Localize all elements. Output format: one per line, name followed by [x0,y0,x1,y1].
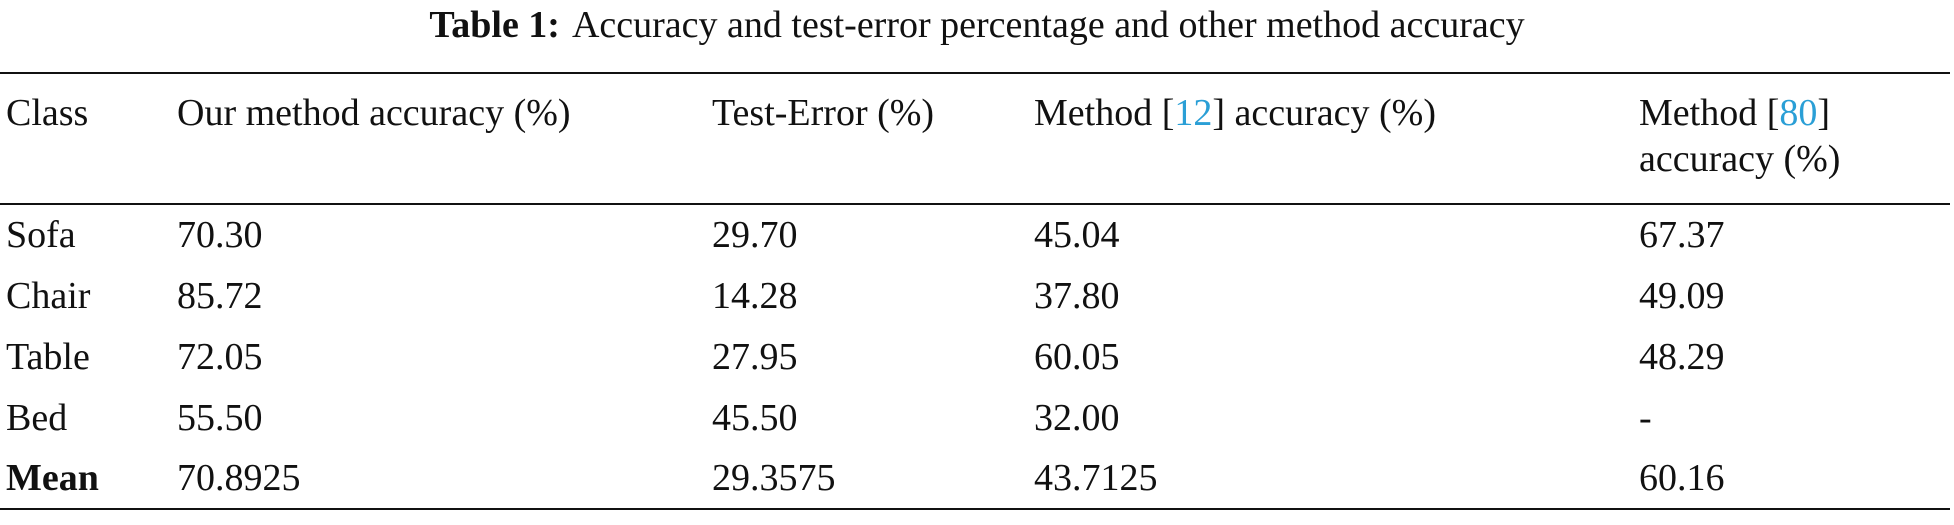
table-cell: 55.50 [177,396,263,439]
table-cell: 72.05 [177,335,263,378]
header-text: Our method accuracy (%) [177,92,571,134]
table-row: Table 72.05 27.95 60.05 48.29 [0,326,1950,387]
header-text: Test-Error (%) [712,92,935,134]
caption-label: Table 1: [429,4,560,46]
table-cell: 27.95 [712,335,798,378]
table-cell: 29.70 [712,214,798,256]
table-cell: 70.8925 [177,457,301,499]
row-label: Table [6,335,90,378]
table-cell: 85.72 [177,274,263,317]
results-table: Class Our method accuracy (%) Test-Error (… [0,72,1950,510]
header-text: Class [6,92,89,134]
header-text: Method [ [1034,92,1175,134]
header-row: Class Our method accuracy (%) Test-Error (… [0,73,1950,204]
table-row: Chair 85.72 14.28 37.80 49.09 [0,265,1950,326]
table-cell: 37.80 [1034,274,1120,317]
row-label: Sofa [6,214,76,256]
table-cell: - [1639,396,1652,439]
caption-text: Accuracy and test-error percentage and o… [571,4,1525,46]
header-cell: Test-Error (%) [706,73,1028,204]
table-cell: 29.3575 [712,457,836,499]
table-cell: 48.29 [1639,335,1725,378]
header-cell: Method [12] accuracy (%) [1028,73,1633,204]
table-cell: 60.05 [1034,335,1120,378]
header-text: Method [ [1639,92,1780,134]
table-row: Bed 55.50 45.50 32.00 - [0,387,1950,448]
citation-link: 12 [1174,92,1213,134]
header-cell: Method [80] accuracy (%) [1633,73,1950,204]
header-cell: Our method accuracy (%) [171,73,706,204]
table-cell: 14.28 [712,274,798,317]
header-text: ] accuracy (%) [1212,92,1436,134]
table-row: Mean 70.8925 29.3575 43.7125 60.16 [0,448,1950,509]
table-caption: Table 1: Accuracy and test-error percenta… [0,2,1954,48]
table-cell: 45.50 [712,396,798,439]
table-row: Sofa 70.30 29.70 45.04 67.37 [0,204,1950,265]
table-cell: 49.09 [1639,274,1725,317]
table-body: Sofa 70.30 29.70 45.04 67.37 Chair 85.72 14.28 3… [0,204,1950,509]
row-label: Chair [6,274,91,317]
row-label: Bed [6,396,68,439]
table-cell: 70.30 [177,214,263,256]
table-cell: 45.04 [1034,214,1120,256]
table-cell: 32.00 [1034,396,1120,439]
citation-link: 80 [1779,92,1818,134]
table-cell: 60.16 [1639,457,1725,499]
table-cell: 43.7125 [1034,457,1158,499]
table-header: Class Our method accuracy (%) Test-Error (… [0,73,1950,204]
header-cell: Class [0,73,171,204]
table-cell: 67.37 [1639,214,1725,256]
row-label: Mean [6,457,99,499]
header-text: ] accuracy (%) [1639,92,1841,180]
